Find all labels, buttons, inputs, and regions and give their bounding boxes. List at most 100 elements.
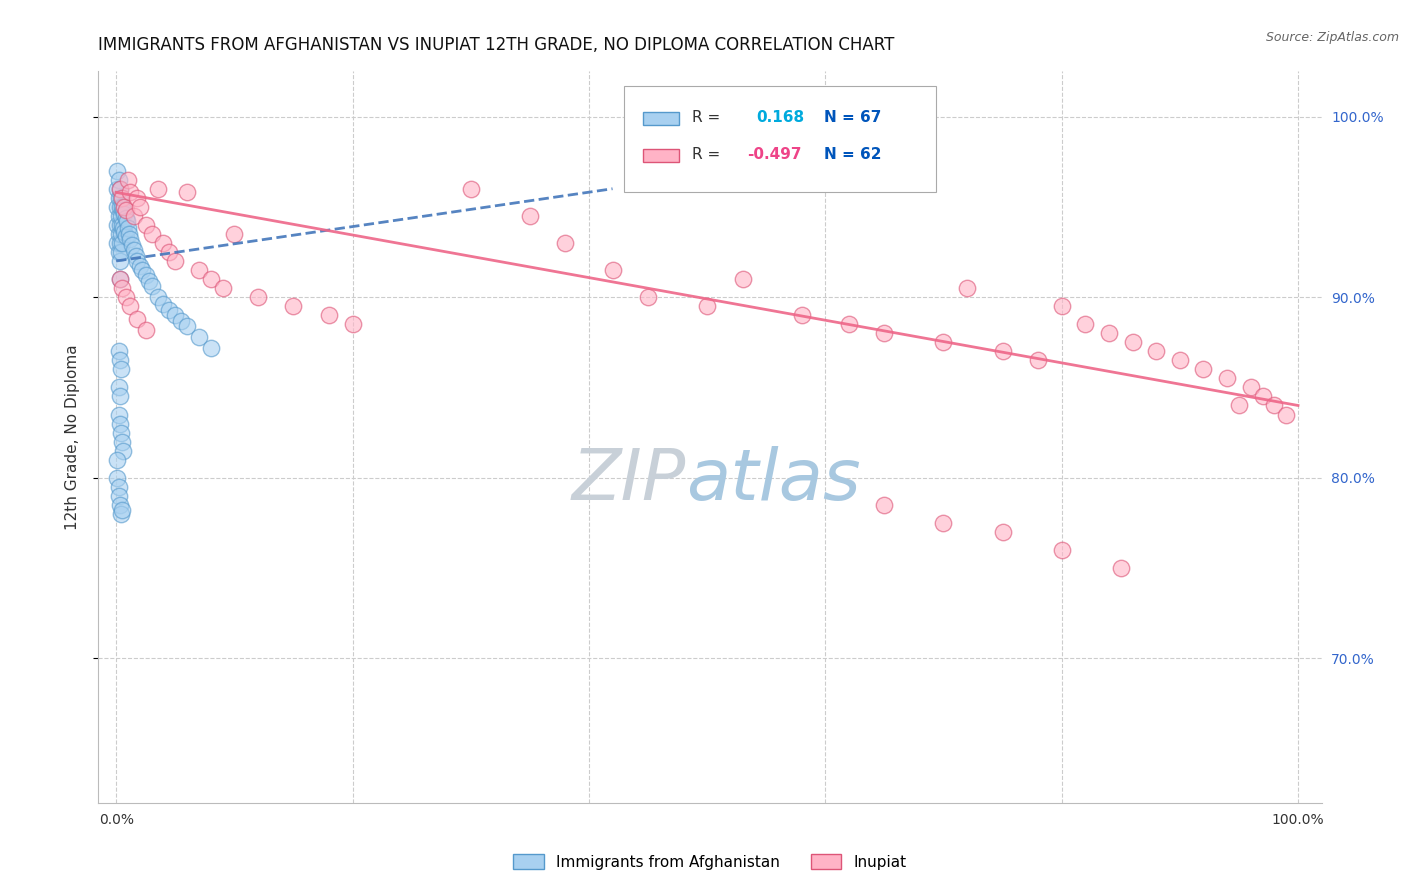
Point — [112, 225, 135, 239]
Point — [105, 163, 128, 178]
Point — [187, 330, 209, 344]
Point — [1251, 389, 1274, 403]
Point — [838, 317, 860, 331]
FancyBboxPatch shape — [643, 112, 679, 126]
Point — [1074, 317, 1097, 331]
Point — [120, 299, 142, 313]
Point — [107, 489, 129, 503]
Point — [108, 389, 131, 403]
Point — [112, 203, 135, 218]
Point — [1275, 408, 1298, 422]
Point — [246, 290, 269, 304]
Text: ZIP: ZIP — [571, 447, 686, 516]
Point — [110, 244, 132, 259]
Point — [110, 209, 132, 223]
Point — [152, 235, 174, 250]
Point — [107, 480, 129, 494]
Point — [1122, 335, 1144, 350]
Point — [200, 341, 222, 355]
Point — [790, 308, 813, 322]
Point — [105, 471, 128, 485]
Point — [127, 191, 149, 205]
Point — [108, 272, 131, 286]
Point — [107, 344, 129, 359]
Text: Source: ZipAtlas.com: Source: ZipAtlas.com — [1265, 31, 1399, 45]
Point — [211, 281, 233, 295]
Point — [107, 408, 129, 422]
Point — [121, 237, 143, 252]
FancyBboxPatch shape — [643, 149, 679, 162]
Point — [200, 272, 222, 286]
Point — [170, 313, 193, 327]
Point — [932, 335, 955, 350]
Point — [1216, 371, 1239, 385]
Point — [637, 290, 659, 304]
Point — [135, 218, 157, 232]
Point — [135, 323, 157, 337]
Point — [224, 227, 246, 241]
Point — [108, 218, 131, 232]
Point — [110, 227, 132, 241]
Point — [128, 200, 150, 214]
Point — [318, 308, 340, 322]
Text: 0.168: 0.168 — [756, 110, 804, 125]
Point — [117, 172, 139, 186]
Point — [1109, 561, 1132, 575]
Point — [111, 503, 134, 517]
Point — [176, 318, 198, 333]
Point — [105, 182, 128, 196]
Legend: Immigrants from Afghanistan, Inupiat: Immigrants from Afghanistan, Inupiat — [508, 847, 912, 876]
Point — [105, 218, 128, 232]
Point — [125, 249, 148, 263]
Point — [165, 308, 187, 322]
Point — [110, 507, 132, 521]
Point — [152, 297, 174, 311]
Y-axis label: 12th Grade, No Diploma: 12th Grade, No Diploma — [65, 344, 80, 530]
Point — [114, 203, 136, 218]
Point — [108, 417, 131, 431]
Point — [111, 281, 134, 295]
Point — [1192, 362, 1215, 376]
Point — [1144, 344, 1167, 359]
Point — [283, 299, 305, 313]
Point — [991, 344, 1014, 359]
Point — [112, 221, 135, 235]
Point — [873, 498, 896, 512]
Point — [114, 211, 136, 225]
Text: R =: R = — [692, 146, 720, 161]
Text: atlas: atlas — [686, 447, 860, 516]
Text: N = 67: N = 67 — [824, 110, 882, 125]
Point — [1098, 326, 1121, 341]
Point — [187, 263, 209, 277]
Text: N = 62: N = 62 — [824, 146, 882, 161]
Text: IMMIGRANTS FROM AFGHANISTAN VS INUPIAT 12TH GRADE, NO DIPLOMA CORRELATION CHART: IMMIGRANTS FROM AFGHANISTAN VS INUPIAT 1… — [98, 36, 894, 54]
Point — [107, 172, 129, 186]
Point — [108, 235, 131, 250]
Point — [108, 182, 131, 196]
Point — [107, 227, 129, 241]
Point — [141, 279, 163, 293]
Point — [1050, 299, 1073, 313]
Point — [108, 498, 131, 512]
Point — [157, 302, 180, 317]
Point — [105, 235, 128, 250]
Point — [146, 182, 169, 196]
Point — [112, 200, 135, 214]
Point — [1263, 399, 1285, 413]
Point — [165, 254, 187, 268]
Point — [135, 268, 157, 283]
Point — [108, 272, 131, 286]
Point — [110, 362, 132, 376]
Point — [120, 232, 142, 246]
Point — [519, 209, 541, 223]
Text: -0.497: -0.497 — [747, 146, 801, 161]
Text: R =: R = — [692, 110, 720, 125]
Point — [873, 326, 896, 341]
Point — [111, 235, 134, 250]
Point — [1227, 399, 1250, 413]
Point — [932, 516, 955, 530]
Point — [108, 254, 131, 268]
Point — [122, 243, 145, 257]
Point — [111, 434, 134, 449]
Point — [111, 191, 134, 205]
